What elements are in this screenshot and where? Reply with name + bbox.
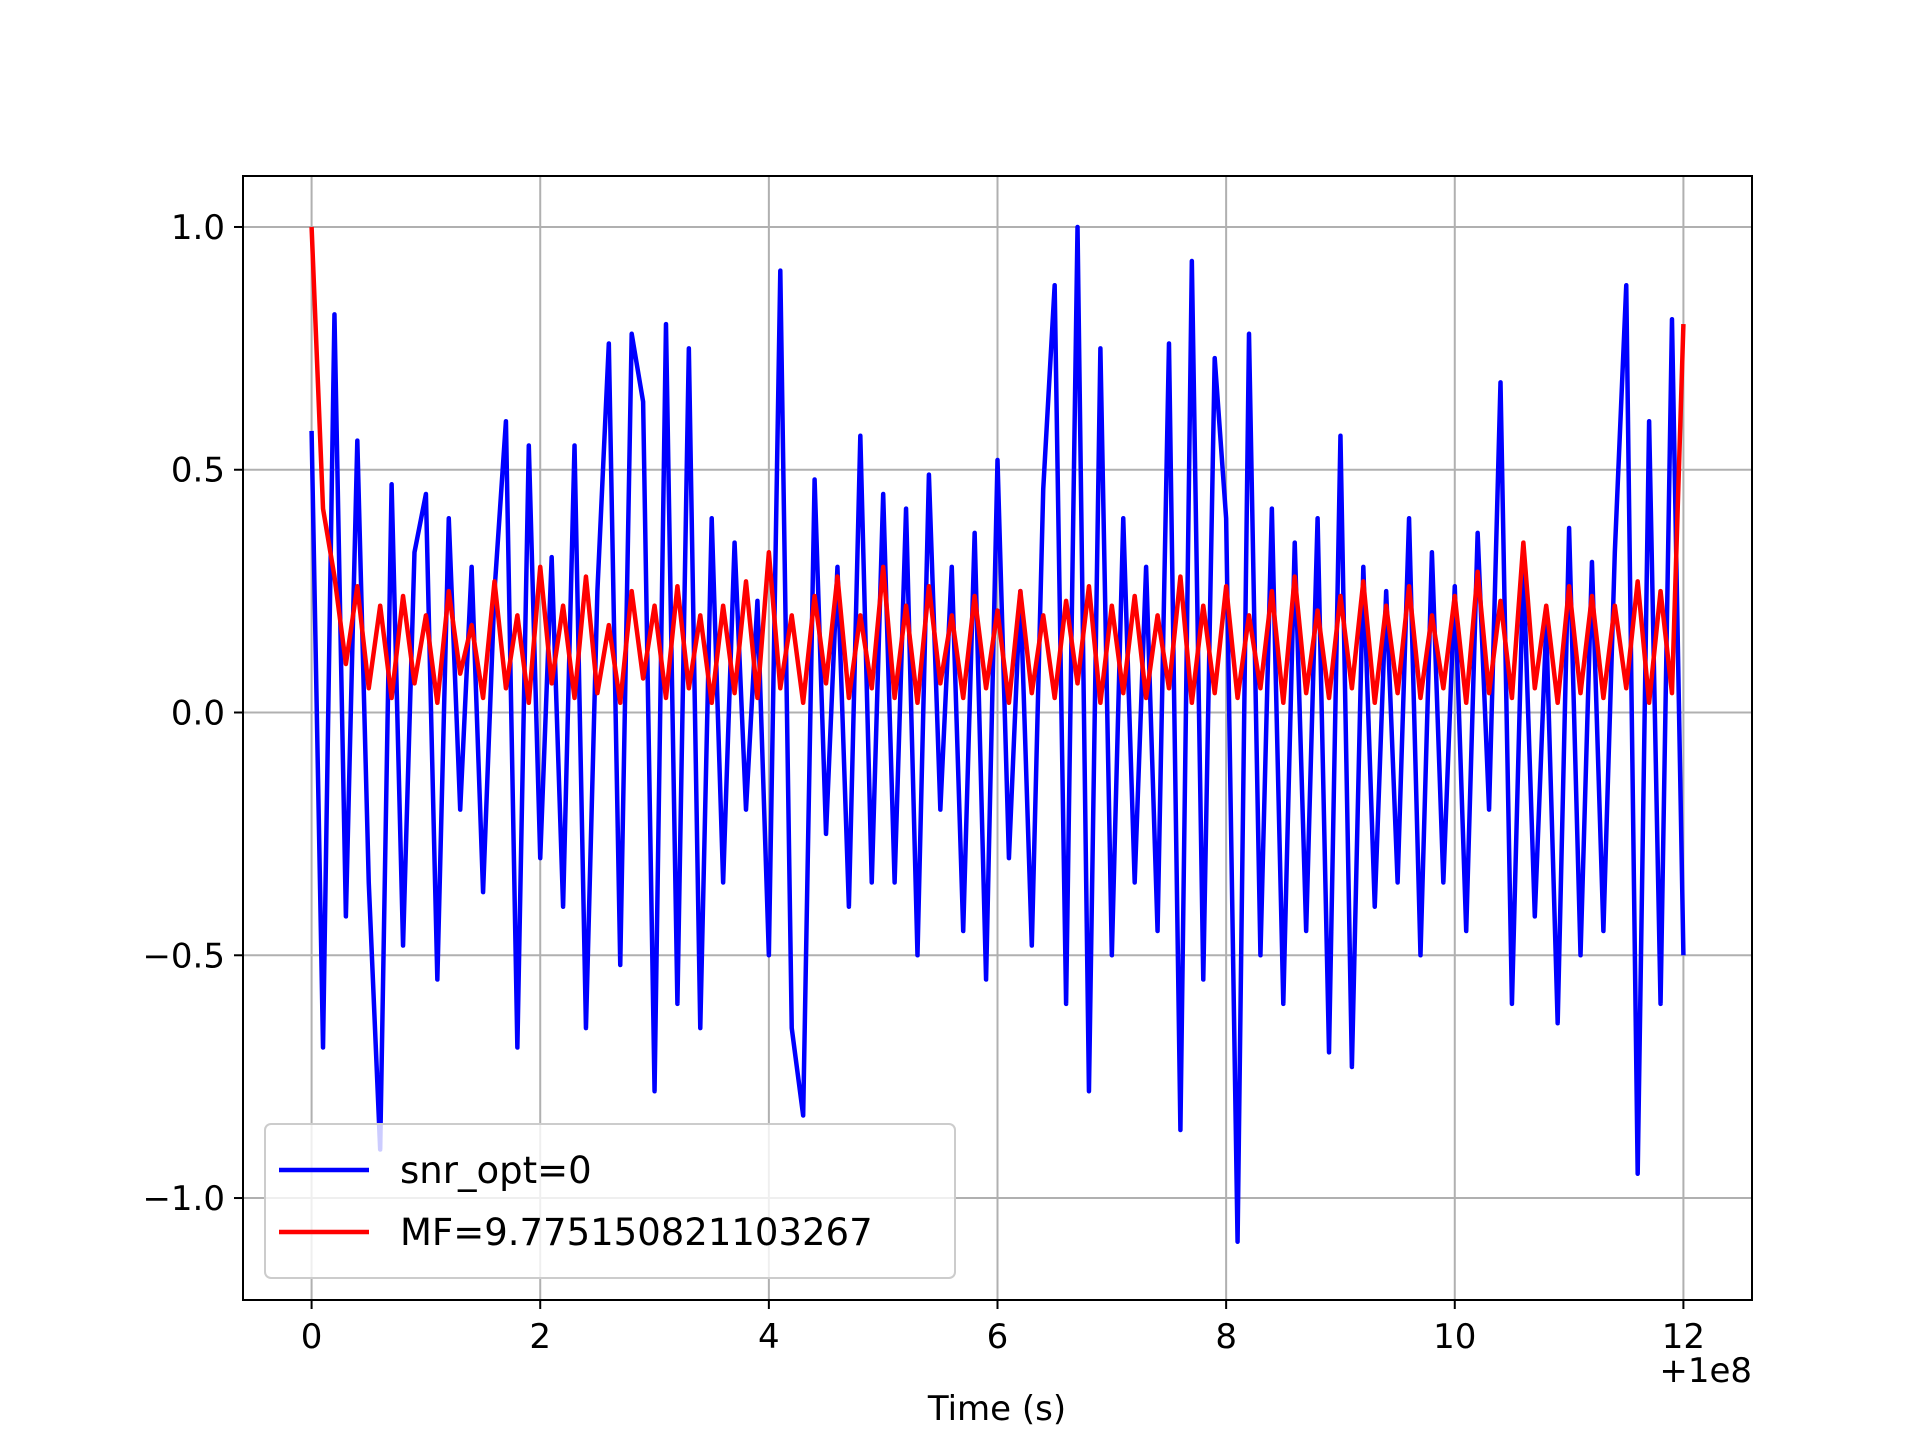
series-line xyxy=(309,224,1686,1244)
x-axis-label: Time (s) xyxy=(927,1389,1066,1429)
x-tick-label: 4 xyxy=(758,1317,780,1357)
x-tick-label: 10 xyxy=(1433,1317,1476,1357)
y-tick-label: 0.5 xyxy=(171,451,225,491)
y-tick-label: 1.0 xyxy=(171,208,225,248)
legend-label: MF=9.775150821103267 xyxy=(400,1211,873,1254)
x-tick-label: 6 xyxy=(987,1317,1009,1357)
x-tick-label: 2 xyxy=(529,1317,551,1357)
legend-box xyxy=(264,1123,956,1279)
x-offset-label: +1e8 xyxy=(1659,1351,1752,1391)
y-tick-label: −1.0 xyxy=(142,1179,225,1219)
x-tick-label: 0 xyxy=(301,1317,323,1357)
y-tick-label: −0.5 xyxy=(142,936,225,976)
y-tick-label: 0.0 xyxy=(171,694,225,734)
series-line xyxy=(309,226,1686,706)
x-tick-label: 8 xyxy=(1215,1317,1237,1357)
legend-label: snr_opt=0 xyxy=(400,1149,592,1192)
plot-frame xyxy=(242,175,1753,1301)
x-tick-label: 12 xyxy=(1662,1317,1705,1357)
